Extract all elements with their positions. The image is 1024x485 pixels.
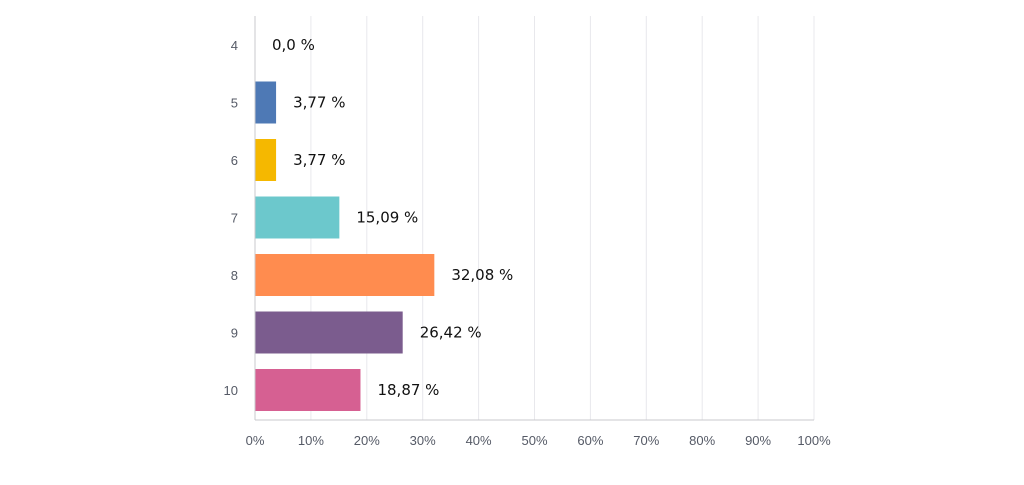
bar-value-label: 15,09 % xyxy=(356,209,418,227)
data-labels: 0,0 % 3,77 % 3,77 % 15,09 % 32,08 % 26,42 % 18… xyxy=(272,36,513,399)
bar xyxy=(255,254,435,296)
bar-value-label: 18,87 % xyxy=(377,381,439,399)
x-tick-label: 70% xyxy=(633,433,659,448)
x-tick-label: 10% xyxy=(298,433,324,448)
x-tick-label: 50% xyxy=(521,433,547,448)
y-category-label: 5 xyxy=(231,96,238,111)
x-tick-label: 0% xyxy=(246,433,265,448)
x-tick-label: 100% xyxy=(797,433,831,448)
category-labels: 4 5 6 7 8 9 10 xyxy=(224,38,238,398)
y-category-label: 8 xyxy=(231,268,238,283)
bar-value-label: 32,08 % xyxy=(451,266,513,284)
x-tick-label: 80% xyxy=(689,433,715,448)
bar-value-label: 26,42 % xyxy=(420,324,482,342)
bar xyxy=(255,81,277,124)
gridlines xyxy=(310,16,815,420)
y-category-label: 10 xyxy=(224,383,238,398)
y-category-label: 7 xyxy=(231,211,238,226)
bar xyxy=(255,311,403,354)
x-axis-ticks: 0% 10% 20% 30% 40% 50% 60% 70% 80% 90% 100% xyxy=(246,433,831,448)
x-tick-label: 20% xyxy=(354,433,380,448)
bar xyxy=(255,196,340,239)
x-tick-label: 90% xyxy=(745,433,771,448)
x-tick-label: 60% xyxy=(577,433,603,448)
y-category-label: 4 xyxy=(231,38,238,53)
bar xyxy=(255,369,361,411)
x-tick-label: 30% xyxy=(410,433,436,448)
bar-value-label: 3,77 % xyxy=(293,94,345,112)
bars xyxy=(255,81,435,411)
x-tick-label: 40% xyxy=(466,433,492,448)
bar-value-label: 0,0 % xyxy=(272,36,315,54)
bar xyxy=(255,139,277,181)
y-category-label: 6 xyxy=(231,153,238,168)
bar-value-label: 3,77 % xyxy=(293,151,345,169)
y-category-label: 9 xyxy=(231,326,238,341)
